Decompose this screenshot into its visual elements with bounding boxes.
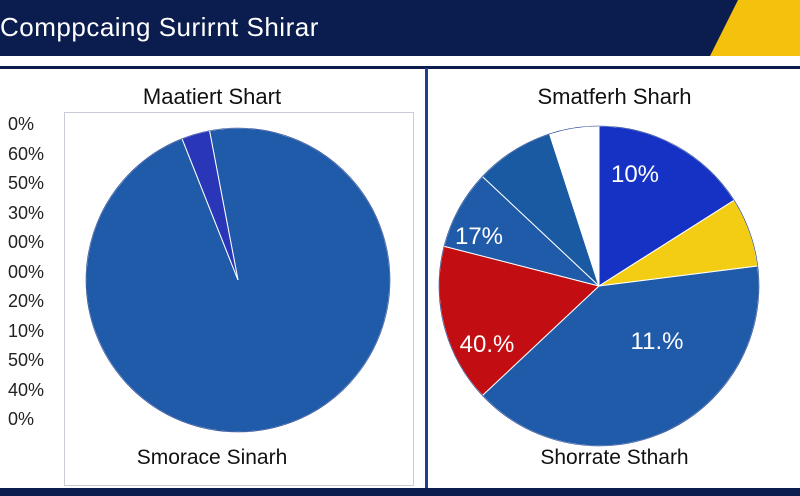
pie-outline	[85, 127, 391, 433]
y-tick-label: 00%	[8, 261, 45, 282]
y-tick-label: 50%	[8, 350, 45, 370]
y-tick-label: 30%	[8, 202, 45, 223]
y-tick-label: 00%	[8, 232, 45, 252]
y-tick-label: 60%	[8, 143, 45, 164]
left-chart-frame	[64, 112, 414, 486]
y-tick-label: 20%	[8, 291, 45, 311]
left-chart-footer: Smorace Sinarh	[136, 446, 288, 469]
left-pie-chart	[85, 127, 391, 433]
slice-data-label: 10%	[611, 161, 659, 188]
header-rule	[0, 56, 800, 69]
page-title: Comppcaing Surirnt Shirar	[0, 12, 319, 42]
pie-outline	[438, 125, 760, 447]
y-tick-label: 50%	[8, 173, 45, 193]
y-tick-label: 10%	[8, 320, 45, 341]
slice-data-label: 40.%	[460, 331, 515, 358]
header-accent-shape	[710, 0, 800, 56]
right-chart-title: Smatferh Sharh	[537, 84, 692, 109]
left-chart-title: Maatiert Shart	[142, 84, 282, 109]
right-chart-footer: Shorrate Stharh	[540, 446, 689, 469]
right-pie-chart: 10% 11.% 40.% 17%	[438, 125, 760, 447]
y-tick-label: 40%	[8, 379, 45, 400]
slice-data-label: 11.%	[631, 328, 684, 355]
slice-data-label: 17%	[455, 223, 503, 250]
panel-divider	[425, 68, 428, 496]
left-chart-panel: Maatiert Shart 0% 60% 50% 30% 00% 00% 20% 10% 50…	[0, 70, 424, 488]
right-chart-panel: Smatferh Sharh 10% 11.% 40.% 17% Shorrate S…	[429, 70, 800, 488]
y-tick-label: 0%	[8, 114, 35, 134]
title-bar: Comppcaing Surirnt Shirar	[0, 0, 800, 56]
bottom-bar	[0, 488, 800, 496]
y-tick-label: 0%	[8, 409, 35, 429]
